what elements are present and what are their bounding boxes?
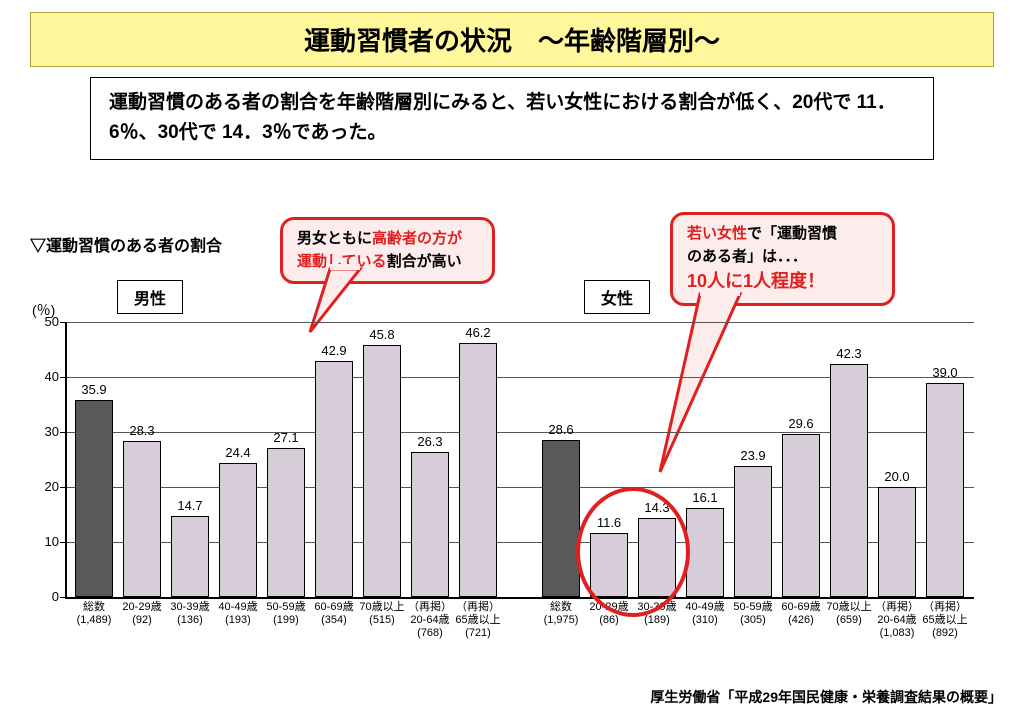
- x-category-label: 総数(1,975): [544, 601, 579, 627]
- x-category-label: 20-29歳(92): [122, 601, 161, 627]
- x-category-label: 50-59歳(199): [266, 601, 305, 627]
- x-category-label: 総数(1,489): [77, 601, 112, 627]
- callout-young-female: 若い女性で「運動習慣 のある者」は．．． 10人に1人程度！: [670, 212, 895, 306]
- bar-value-label: 28.6: [548, 422, 573, 437]
- bar-value-label: 39.0: [932, 365, 957, 380]
- bar-value-label: 29.6: [788, 416, 813, 431]
- bar: [75, 400, 113, 597]
- x-category-label: 70歳以上(659): [826, 601, 871, 627]
- bar: [267, 448, 305, 597]
- callout-text: のある者」は．．．: [687, 248, 807, 265]
- bar: [219, 463, 257, 597]
- x-category-label: 40-49歳(193): [218, 601, 257, 627]
- bar: [123, 441, 161, 597]
- bar: [459, 343, 497, 597]
- bar-value-label: 26.3: [417, 434, 442, 449]
- bar-value-label: 42.9: [321, 343, 346, 358]
- bar: [878, 487, 916, 597]
- x-category-label: 70歳以上(515): [359, 601, 404, 627]
- bar: [686, 508, 724, 597]
- bar: [171, 516, 209, 597]
- bar: [411, 452, 449, 597]
- subheading: ▽運動習慣のある者の割合: [30, 232, 222, 256]
- bar-value-label: 42.3: [836, 346, 861, 361]
- bar: [542, 440, 580, 597]
- x-category-label: （再掲）65歳以上(892): [922, 601, 967, 641]
- bar-value-label: 35.9: [81, 382, 106, 397]
- group-label: 男性: [117, 280, 183, 314]
- chart-area: (％) 01020304050 35.928.314.724.427.142.9…: [35, 322, 990, 642]
- bar-value-label: 24.4: [225, 445, 250, 460]
- bar: [830, 364, 868, 597]
- callout-highlight: 10人に1人程度！: [687, 271, 825, 291]
- bar: [926, 383, 964, 598]
- x-category-label: 60-69歳(354): [314, 601, 353, 627]
- bar-value-label: 45.8: [369, 327, 394, 342]
- callout-text: で「運動習慣: [747, 225, 837, 242]
- callout-text: 男女ともに: [297, 230, 372, 247]
- bar: [363, 345, 401, 597]
- callout-elderly: 男女ともに高齢者の方が 運動している割合が高い: [280, 217, 495, 284]
- x-category-label: 50-59歳(305): [733, 601, 772, 627]
- description-box: 運動習慣のある者の割合を年齢階層別にみると、若い女性における割合が低く、20代で…: [90, 77, 934, 160]
- bar-value-label: 16.1: [692, 490, 717, 505]
- bar-value-label: 28.3: [129, 423, 154, 438]
- callout-highlight: 高齢者の方が: [372, 230, 462, 247]
- bar: [782, 434, 820, 597]
- bar-value-label: 46.2: [465, 325, 490, 340]
- callout-highlight: 若い女性: [687, 225, 747, 242]
- bar-value-label: 20.0: [884, 469, 909, 484]
- highlight-circle: [576, 487, 690, 617]
- x-category-label: 60-69歳(426): [781, 601, 820, 627]
- callout-highlight: 運動している: [297, 253, 387, 270]
- x-category-label: （再掲）65歳以上(721): [455, 601, 500, 641]
- bar: [734, 466, 772, 597]
- bar: [315, 361, 353, 597]
- x-category-label: 30-39歳(136): [170, 601, 209, 627]
- callout-text: 割合が高い: [387, 253, 462, 270]
- bar-value-label: 23.9: [740, 448, 765, 463]
- bar-value-label: 14.7: [177, 498, 202, 513]
- x-category-label: 40-49歳(310): [685, 601, 724, 627]
- bar-value-label: 27.1: [273, 430, 298, 445]
- x-category-label: （再掲）20-64歳(1,083): [875, 601, 919, 641]
- x-category-label: （再掲）20-64歳(768): [408, 601, 452, 641]
- page-title: 運動習慣者の状況 ～年齢階層別～: [30, 12, 994, 67]
- source-citation: 厚生労働省「平成29年国民健康・栄養調査結果の概要」: [650, 687, 1002, 707]
- group-label: 女性: [584, 280, 650, 314]
